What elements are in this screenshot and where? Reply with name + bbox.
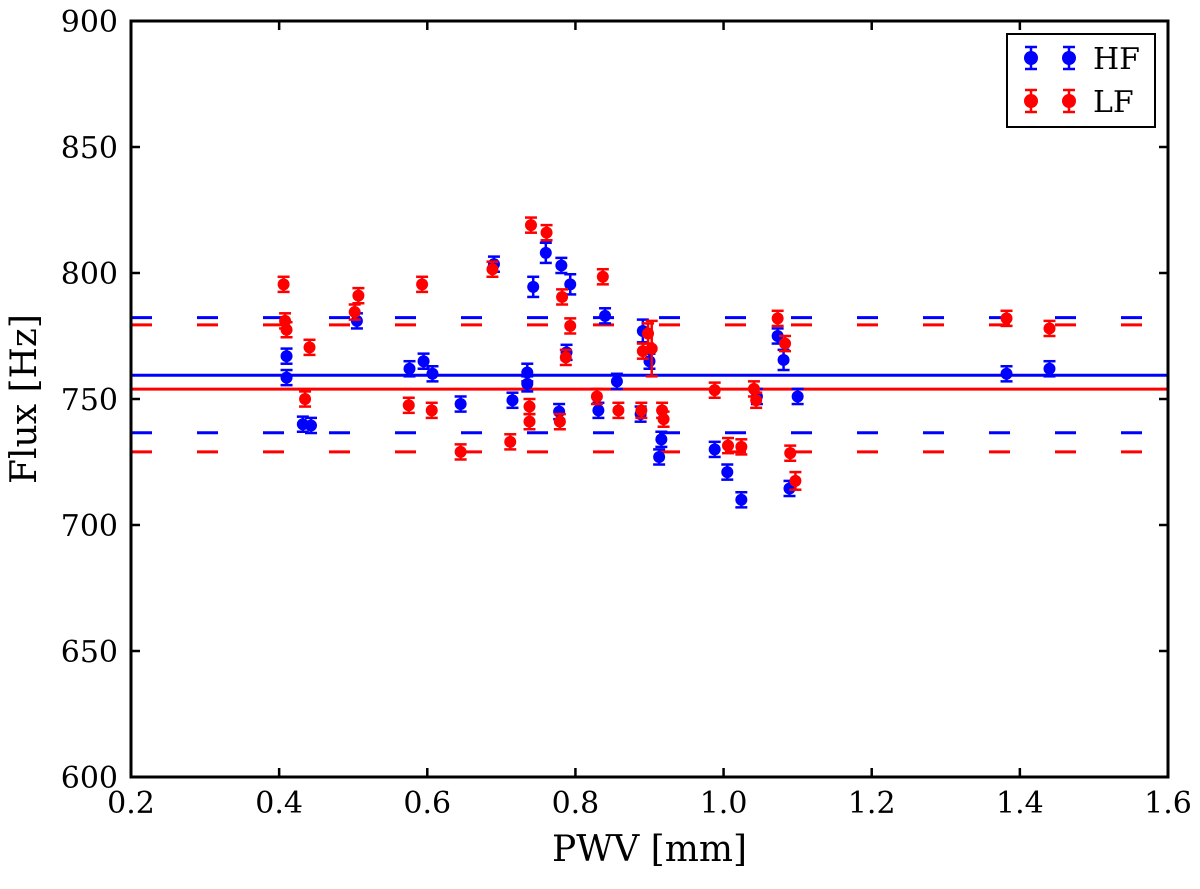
y-tick-label: 850 [61,131,118,166]
hf-data-point-marker [564,278,577,291]
hf-data-point-marker [721,466,734,479]
lf-data-point-marker [564,319,577,332]
x-tick-label: 1.6 [1144,786,1192,821]
lf-data-point-marker [553,415,566,428]
lf-data-point-marker [771,312,784,325]
hf-data-point-marker [527,280,540,293]
lf-data-point-marker [784,447,797,460]
hf-data-point-marker [304,419,317,432]
lf-data-point-marker [279,314,292,327]
lf-data-point-marker [486,263,499,276]
hf-data-point-marker [1043,362,1056,375]
lf-data-point-marker [596,270,609,283]
lf-data-point-marker [657,413,670,426]
lf-data-point-marker [402,399,415,412]
hf-data-point-marker [791,390,804,403]
hf-data-point-marker [403,362,416,375]
legend-hf-marker [1024,51,1038,65]
x-tick-label: 0.6 [403,786,451,821]
hf-data-point-marker [539,246,552,259]
hf-data-point-marker [426,367,439,380]
y-tick-label: 800 [61,257,118,292]
lf-data-point-marker [556,290,569,303]
lf-data-point-marker [612,404,625,417]
x-tick-label: 1.2 [848,786,896,821]
x-tick-label: 0.4 [255,786,303,821]
x-tick-label: 1.4 [996,786,1044,821]
lf-data-point-marker [635,404,648,417]
legend-lf-marker [1062,94,1076,108]
lf-data-point-marker [524,219,537,232]
hf-data-point-marker [454,398,467,411]
lf-data-point-marker [352,289,365,302]
lf-data-point-marker [645,342,658,355]
x-tick-label: 0.8 [552,786,600,821]
hf-data-point-marker [655,433,668,446]
lf-data-point-marker [708,384,721,397]
lf-data-point-marker [750,394,763,407]
hf-data-point-marker [555,259,568,272]
x-axis-label: PWV [mm] [552,829,747,870]
lf-data-point-marker [656,404,669,417]
y-axis-label: Flux [Hz] [4,314,45,484]
hf-data-point-marker [521,377,534,390]
lf-data-point-marker [280,323,293,336]
legend-label-lf: LF [1093,85,1134,120]
lf-data-point-marker [454,445,467,458]
y-tick-label: 650 [61,635,118,670]
hf-data-point-marker [417,355,430,368]
hf-data-point-marker [1000,367,1013,380]
legend-label-hf: HF [1093,42,1140,77]
lf-data-point-marker [348,306,361,319]
hf-data-point-marker [653,450,666,463]
x-tick-label: 0.2 [107,786,155,821]
hf-data-point-marker [735,493,748,506]
hf-data-point-marker [599,309,612,322]
lf-data-point-marker [590,390,603,403]
lf-data-point-marker [540,226,553,239]
lf-data-point-marker [1043,322,1056,335]
lf-data-point-marker [299,393,312,405]
lf-data-point-marker [277,278,290,291]
hf-data-point-marker [592,404,605,417]
hf-data-point-marker [280,350,293,363]
lf-data-point-marker [559,351,572,364]
lf-data-point-marker [779,337,792,350]
y-tick-label: 900 [61,5,118,40]
lf-data-point-marker [425,404,438,417]
hf-data-point-marker [643,355,656,368]
lf-data-point-marker [722,439,735,452]
hf-data-point-marker [280,371,293,384]
lf-data-point-marker [303,341,316,354]
hf-data-point-marker [777,353,790,366]
hf-data-point-marker [771,330,784,342]
y-tick-label: 600 [61,761,118,796]
x-tick-label: 1.0 [700,786,748,821]
legend-lf-marker [1024,94,1038,108]
lf-data-point-marker [735,440,748,453]
lf-data-point-marker [416,278,429,291]
lf-data-point-marker [523,415,536,428]
hf-data-point-marker [708,443,721,456]
y-tick-label: 700 [61,509,118,544]
lf-data-point-marker [504,435,517,448]
y-tick-label: 750 [61,383,118,418]
lf-data-point-marker [523,400,536,413]
hf-data-point-marker [506,394,519,407]
lf-data-point-marker [1000,312,1013,325]
hf-data-point-marker [610,375,623,388]
lf-data-point-marker [789,474,802,487]
legend-hf-marker [1062,51,1076,65]
